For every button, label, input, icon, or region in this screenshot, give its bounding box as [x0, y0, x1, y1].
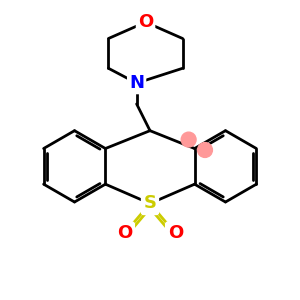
- Text: O: O: [138, 13, 153, 31]
- Circle shape: [198, 142, 212, 158]
- Text: S: S: [143, 194, 157, 212]
- Text: N: N: [129, 74, 144, 92]
- Text: O: O: [117, 224, 132, 242]
- Text: O: O: [168, 224, 183, 242]
- Circle shape: [181, 132, 196, 147]
